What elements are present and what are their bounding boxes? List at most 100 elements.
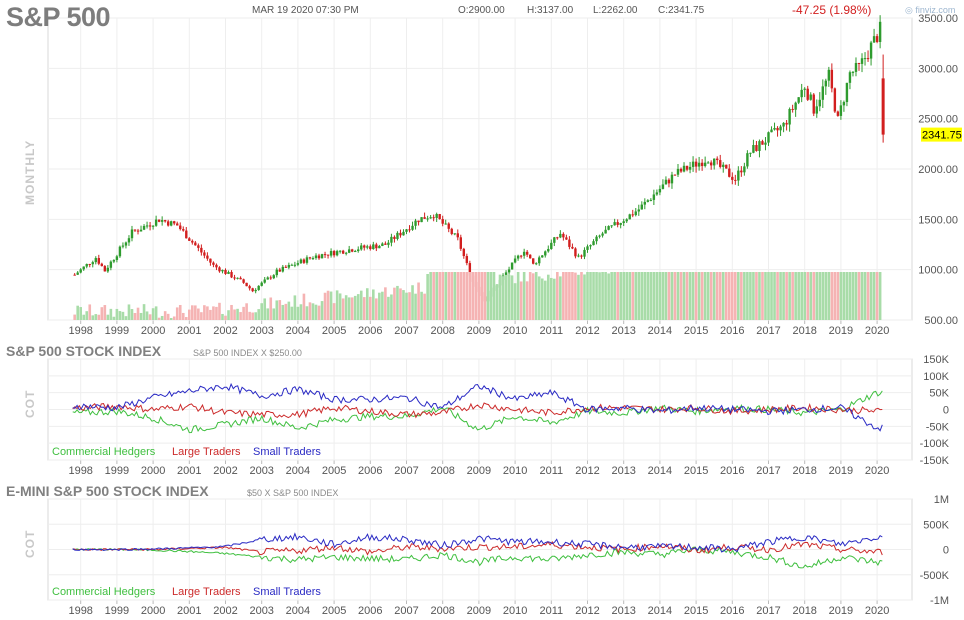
cot2-side-label: COT	[23, 529, 37, 558]
price-candle-body	[127, 238, 131, 243]
price-ytick-label: 3500.00	[918, 13, 958, 25]
price-candle-body	[163, 220, 167, 222]
price-volume-bar	[326, 290, 330, 320]
price-volume-bar	[872, 272, 876, 320]
price-candle-body	[652, 194, 656, 200]
price-volume-bar	[845, 272, 849, 320]
price-volume-bar	[848, 272, 852, 320]
price-volume-bar	[758, 272, 761, 320]
price-candle-body	[595, 236, 598, 242]
price-candle-body	[100, 263, 104, 267]
price-volume-bar	[715, 272, 719, 320]
price-candle-body	[197, 245, 200, 248]
price-candle-body	[236, 277, 239, 279]
price-volume-bar	[242, 306, 245, 320]
price-volume-bar	[727, 272, 731, 320]
cot2-xtick-label: 2018	[792, 605, 816, 617]
price-volume-bar	[740, 272, 743, 320]
price-candle-body	[749, 152, 752, 154]
cot1-series-commercial	[72, 390, 883, 434]
price-candle-body	[414, 220, 417, 226]
price-candle-body	[118, 246, 122, 257]
price-volume-bar	[658, 272, 662, 320]
price-candle-body	[776, 127, 779, 131]
price-volume-bar	[347, 297, 351, 320]
price-candle-body	[284, 266, 288, 268]
price-candle-body	[299, 259, 303, 264]
price-volume-bar	[703, 272, 707, 320]
price-volume-bar	[568, 272, 571, 320]
price-candle-body	[426, 218, 429, 220]
price-candle-body	[746, 153, 749, 167]
price-volume-bar	[239, 312, 242, 320]
price-candle-body	[637, 209, 640, 212]
cot1-xtick-label: 2013	[611, 465, 635, 477]
price-volume-bar	[706, 272, 710, 320]
price-volume-bar	[272, 308, 276, 320]
price-volume-bar	[236, 308, 239, 320]
price-volume-bar	[854, 272, 858, 320]
price-candle-body	[706, 162, 710, 164]
price-candle-body	[112, 259, 116, 262]
price-candle-body	[767, 132, 770, 143]
price-volume-bar	[432, 272, 435, 320]
cot2-ytick-label: 1M	[934, 494, 949, 506]
price-candle-body	[160, 220, 164, 222]
price-volume-bar	[166, 313, 170, 320]
price-candle-body	[121, 245, 125, 247]
price-candle-body	[317, 255, 321, 259]
cot1-series-large	[72, 402, 883, 419]
price-volume-bar	[471, 272, 475, 320]
price-volume-bar	[755, 272, 758, 320]
price-volume-bar	[375, 298, 378, 320]
price-candle-body	[251, 288, 254, 292]
price-candle-body	[360, 245, 363, 250]
price-volume-bar	[746, 272, 749, 320]
price-volume-bar	[809, 272, 813, 320]
price-volume-bar	[513, 283, 517, 320]
cot2-xtick-label: 2013	[611, 605, 635, 617]
price-volume-bar	[172, 316, 176, 320]
price-volume-bar	[863, 272, 867, 320]
price-volume-bar	[163, 311, 167, 320]
price-xtick-label: 2011	[539, 325, 563, 337]
price-candle-body	[562, 233, 565, 238]
price-candle-body	[212, 262, 215, 265]
price-volume-bar	[139, 312, 143, 320]
price-volume-bar	[362, 297, 366, 320]
price-volume-bar	[218, 302, 221, 320]
price-volume-bar	[595, 272, 598, 320]
price-candle-body	[697, 162, 701, 167]
price-volume-bar	[580, 272, 583, 320]
price-candle-body	[619, 222, 622, 225]
price-candle-body	[634, 211, 637, 216]
price-candle-body	[800, 89, 803, 98]
price-volume-bar	[785, 272, 788, 320]
price-candle-body	[369, 246, 372, 250]
price-volume-bar	[175, 307, 179, 320]
price-volume-bar	[341, 298, 345, 320]
price-volume-bar	[127, 304, 131, 320]
price-xtick-label: 1999	[105, 325, 129, 337]
price-volume-bar	[830, 272, 834, 320]
price-candle-body	[553, 237, 556, 243]
price-candle-body	[616, 222, 619, 225]
price-volume-bar	[293, 295, 297, 320]
cot2-xtick-label: 2002	[213, 605, 237, 617]
price-candle-body	[329, 251, 333, 256]
price-candle-body	[646, 200, 650, 202]
price-volume-bar	[278, 300, 282, 320]
price-volume-bar	[622, 272, 625, 320]
price-candle-body	[354, 251, 357, 253]
price-candle-body	[139, 229, 143, 232]
price-candle-body	[664, 179, 668, 185]
price-candle-body	[670, 174, 674, 184]
price-candle-body	[833, 88, 837, 112]
price-volume-bar	[779, 272, 782, 320]
price-volume-bar	[109, 308, 113, 320]
price-xtick-label: 2007	[394, 325, 418, 337]
price-volume-bar	[586, 272, 589, 320]
brand-link[interactable]: ◎ finviz.com	[905, 5, 955, 16]
price-candle-body	[227, 271, 230, 274]
price-candle-body	[170, 221, 173, 226]
